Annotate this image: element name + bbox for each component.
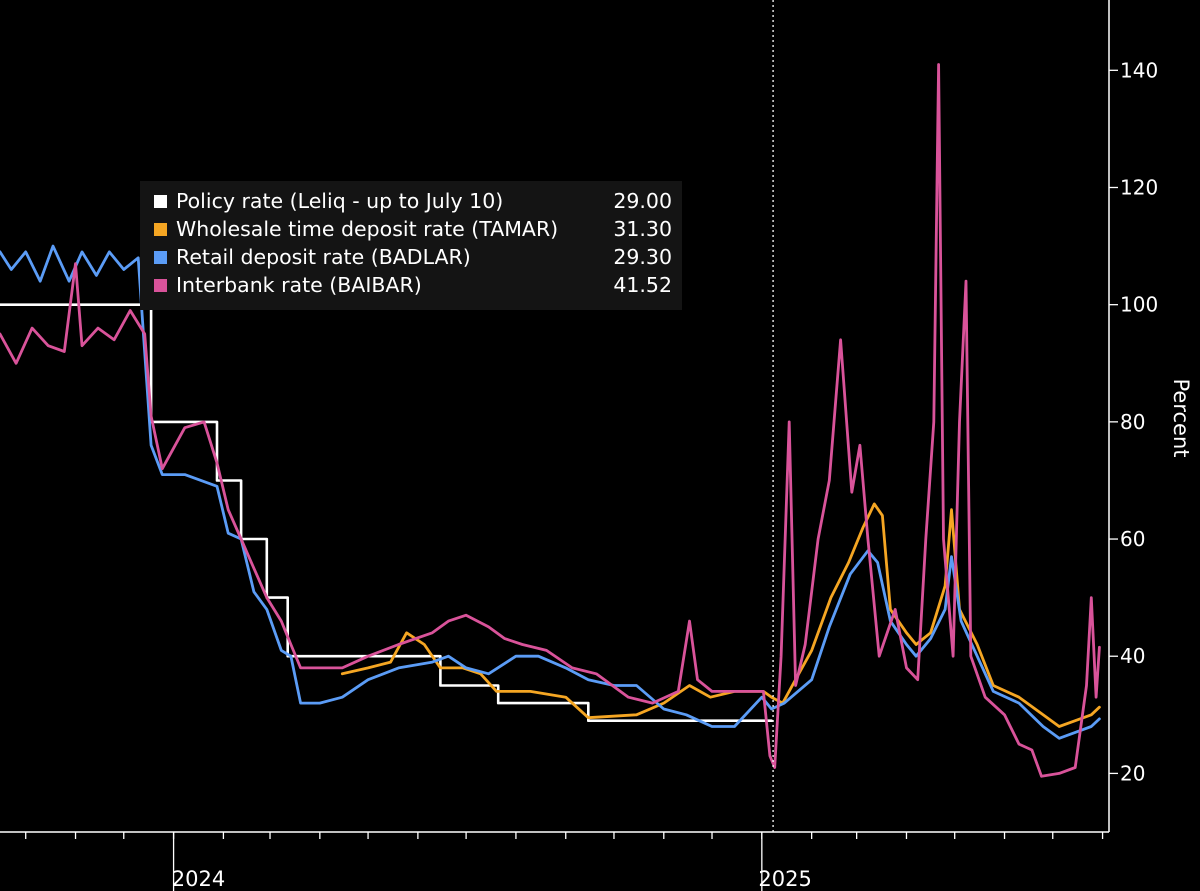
y-tick-label: 80	[1120, 410, 1145, 434]
y-tick-label: 140	[1120, 58, 1158, 82]
axes	[0, 0, 1110, 833]
legend-item-tamar: Wholesale time deposit rate (TAMAR) 31.3…	[152, 215, 672, 243]
legend: Policy rate (Leliq - up to July 10) 29.0…	[140, 181, 682, 310]
y-tick-label: 120	[1120, 175, 1158, 199]
y-tick-label: 60	[1120, 527, 1145, 551]
legend-item-policy-rate: Policy rate (Leliq - up to July 10) 29.0…	[152, 187, 672, 215]
legend-value-badlar: 29.30	[613, 245, 672, 269]
legend-swatch-baibar	[154, 279, 167, 292]
y-tick-label: 40	[1120, 644, 1145, 668]
y-tick-label: 100	[1120, 293, 1158, 317]
legend-item-baibar: Interbank rate (BAIBAR) 41.52	[152, 271, 672, 299]
legend-swatch-tamar	[154, 223, 167, 236]
series-line-badlar	[0, 244, 1101, 740]
legend-value-policy-rate: 29.00	[613, 189, 672, 213]
legend-label-badlar: Retail deposit rate (BADLAR)	[176, 245, 471, 269]
x-axis-year-ticks: 2024 2025	[172, 832, 812, 891]
series-line-baibar	[0, 63, 1101, 778]
series-lines	[0, 63, 1101, 778]
x-tick-label: 2025	[758, 867, 811, 891]
legend-item-badlar: Retail deposit rate (BADLAR) 29.30	[152, 243, 672, 271]
legend-label-baibar: Interbank rate (BAIBAR)	[176, 273, 422, 297]
series-line-tamar	[340, 502, 1101, 728]
series-line-policy-rate	[0, 303, 773, 722]
y-axis-title: Percent	[1169, 378, 1193, 457]
y-axis-ticks: 20 40 60 80 100 120 140	[1109, 58, 1158, 785]
legend-value-tamar: 31.30	[613, 217, 672, 241]
legend-label-policy-rate: Policy rate (Leliq - up to July 10)	[176, 189, 504, 213]
legend-value-baibar: 41.52	[613, 273, 672, 297]
x-tick-label: 2024	[172, 867, 225, 891]
y-tick-label: 20	[1120, 761, 1145, 785]
x-axis-month-ticks	[25, 832, 1104, 839]
legend-swatch-badlar	[154, 251, 167, 264]
legend-label-tamar: Wholesale time deposit rate (TAMAR)	[176, 217, 559, 241]
legend-swatch-policy-rate	[154, 195, 167, 208]
